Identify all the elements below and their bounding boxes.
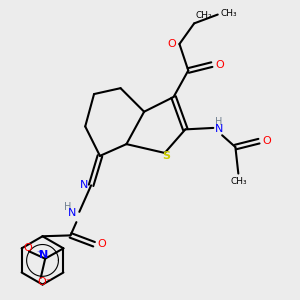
Text: CH₂: CH₂	[196, 11, 212, 20]
Text: ⁺: ⁺	[37, 249, 41, 258]
Text: CH₃: CH₃	[230, 177, 247, 186]
Text: H: H	[215, 117, 222, 127]
Text: O: O	[262, 136, 271, 146]
Text: O: O	[98, 239, 106, 249]
Text: O⁻: O⁻	[37, 277, 52, 287]
Text: N: N	[215, 124, 223, 134]
Text: O: O	[167, 39, 176, 49]
Text: S: S	[162, 151, 170, 161]
Text: CH₃: CH₃	[221, 9, 237, 18]
Text: H: H	[64, 202, 71, 212]
Text: N: N	[39, 250, 48, 260]
Text: N: N	[68, 208, 76, 218]
Text: O: O	[215, 60, 224, 70]
Text: N: N	[80, 180, 88, 190]
Text: O: O	[23, 243, 32, 253]
